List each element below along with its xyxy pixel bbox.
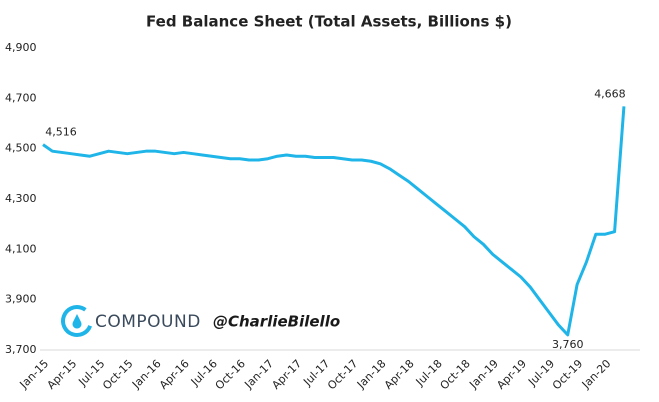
x-tick-label: Oct-15 bbox=[100, 357, 135, 392]
x-tick-label: Jan-17 bbox=[242, 357, 277, 392]
brand: COMPOUND bbox=[95, 312, 201, 332]
x-tick-label: Oct-19 bbox=[550, 357, 585, 392]
x-tick-label: Oct-16 bbox=[213, 357, 248, 392]
x-tick-label: Jan-18 bbox=[354, 357, 389, 392]
x-tick-label: Apr-16 bbox=[157, 357, 192, 392]
x-tick-label: Oct-18 bbox=[438, 357, 473, 392]
y-tick-label: 3,700 bbox=[5, 343, 37, 356]
y-tick-label: 4,300 bbox=[5, 192, 37, 205]
x-tick-label: Jan-19 bbox=[466, 357, 501, 392]
x-tick-label: Jan-15 bbox=[17, 357, 52, 392]
logo-ring bbox=[61, 305, 93, 337]
y-tick-label: 4,900 bbox=[5, 41, 37, 54]
y-tick-label: 4,500 bbox=[5, 142, 37, 155]
x-tick-label: Jan-20 bbox=[579, 357, 614, 392]
data-label: 3,760 bbox=[552, 338, 584, 351]
logo bbox=[61, 305, 93, 337]
y-tick-label: 4,700 bbox=[5, 91, 37, 104]
data-label: 4,516 bbox=[45, 126, 77, 139]
x-tick-label: Apr-19 bbox=[494, 357, 529, 392]
x-tick-label: Apr-18 bbox=[382, 357, 417, 392]
handle: @CharlieBilello bbox=[213, 313, 340, 331]
x-tick-label: Apr-17 bbox=[269, 357, 304, 392]
x-tick-label: Jan-16 bbox=[129, 357, 164, 392]
y-tick-label: 3,900 bbox=[5, 293, 37, 306]
data-label: 4,668 bbox=[594, 87, 626, 100]
y-tick-label: 4,100 bbox=[5, 242, 37, 255]
data-line bbox=[42, 106, 626, 337]
logo-drop bbox=[72, 314, 82, 329]
x-tick-label: Apr-15 bbox=[44, 357, 79, 392]
chart-title: Fed Balance Sheet (Total Assets, Billion… bbox=[146, 13, 512, 31]
x-tick-label: Oct-17 bbox=[325, 357, 360, 392]
